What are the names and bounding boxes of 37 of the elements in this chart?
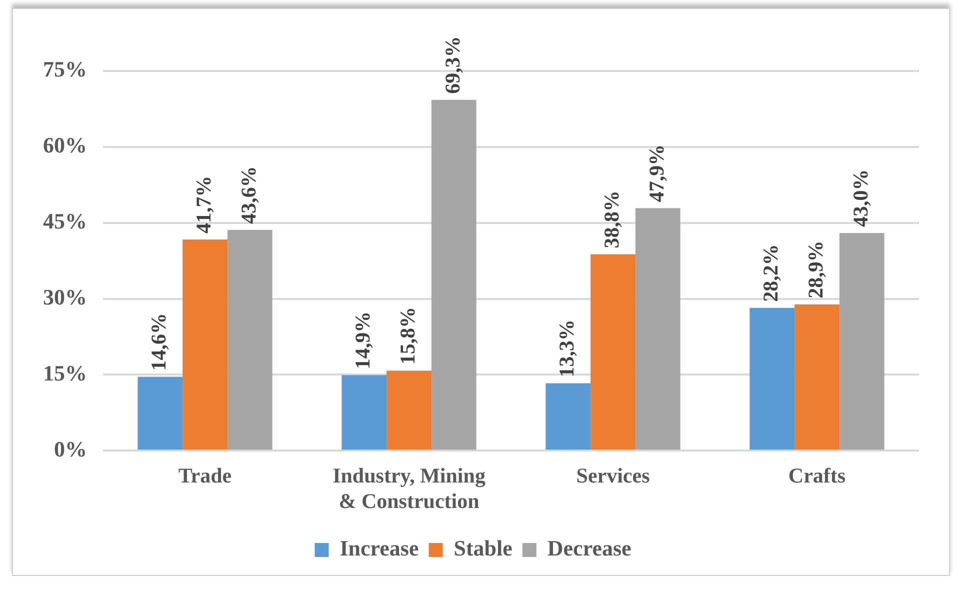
bar bbox=[546, 383, 591, 450]
bar bbox=[590, 254, 636, 450]
bar bbox=[138, 376, 183, 450]
data-label: 43,0% bbox=[848, 169, 872, 227]
data-label: 69,3% bbox=[440, 36, 464, 94]
data-label: 13,3% bbox=[554, 320, 579, 378]
x-tick-label: Services bbox=[576, 464, 650, 488]
data-label: 41,7% bbox=[191, 176, 216, 234]
y-tick-label: 60% bbox=[43, 132, 87, 158]
bar bbox=[635, 208, 680, 450]
data-label: 14,6% bbox=[146, 312, 171, 371]
bar bbox=[227, 230, 272, 450]
data-label: 38,8% bbox=[599, 190, 624, 248]
bar bbox=[839, 232, 884, 450]
data-label: 43,6% bbox=[236, 166, 260, 224]
y-tick-label: 15% bbox=[43, 360, 87, 386]
bar bbox=[386, 370, 432, 450]
bar bbox=[431, 100, 476, 450]
legend-label: Decrease bbox=[547, 536, 632, 561]
data-label: 28,2% bbox=[758, 244, 783, 302]
y-tick-label: 0% bbox=[54, 436, 87, 462]
bar bbox=[750, 308, 795, 450]
y-tick-label: 75% bbox=[43, 56, 87, 82]
x-tick-label: Trade bbox=[178, 464, 232, 488]
data-label: 47,9% bbox=[644, 144, 668, 202]
bar bbox=[182, 240, 228, 450]
x-tick-label: Crafts bbox=[788, 464, 846, 488]
bar bbox=[794, 304, 840, 450]
data-label: 15,8% bbox=[395, 306, 420, 365]
data-label: 14,9% bbox=[350, 311, 375, 370]
y-tick-label: 30% bbox=[43, 284, 87, 310]
legend-label: Increase bbox=[340, 536, 419, 561]
x-tick-label: Industry, Mining & Construction bbox=[332, 464, 486, 513]
y-tick-label: 45% bbox=[43, 208, 87, 234]
bar bbox=[342, 375, 387, 450]
legend-label: Stable bbox=[454, 536, 513, 561]
data-label: 28,9% bbox=[803, 240, 828, 298]
